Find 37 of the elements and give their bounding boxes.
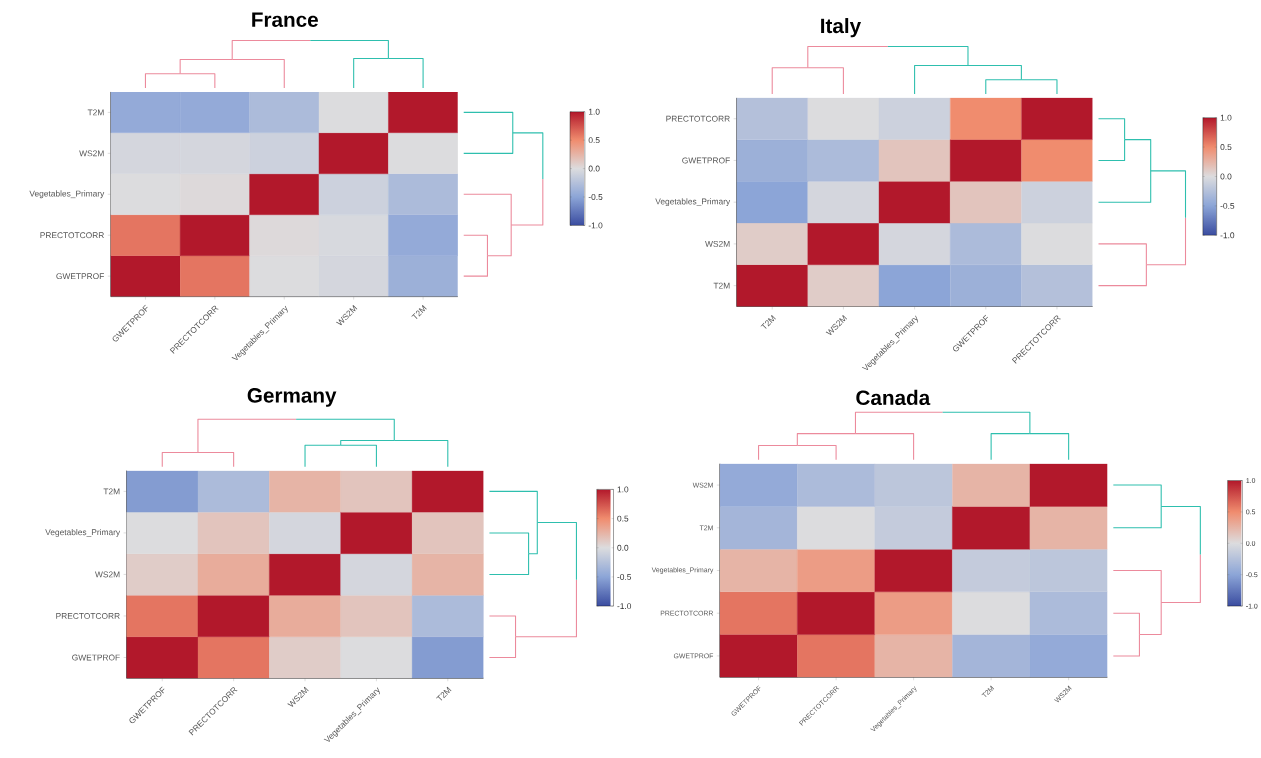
y-tick-label: WS2M bbox=[95, 571, 120, 578]
color-bar-label: 0.0 bbox=[1220, 173, 1232, 180]
color-bar-label: 1.0 bbox=[617, 486, 629, 493]
color-bar-label: 0.5 bbox=[617, 515, 629, 522]
y-tick-label: PRECTOTCORR bbox=[666, 115, 730, 122]
color-bar-label: -1.0 bbox=[1220, 232, 1235, 239]
y-tick-label: GWETPROF bbox=[682, 157, 730, 164]
x-tick-label: T2M bbox=[436, 686, 452, 701]
y-tick-label: T2M bbox=[713, 282, 730, 289]
y-tick-label: PRECTOTCORR bbox=[56, 612, 120, 619]
y-tick-label: Vegetables_Primary bbox=[45, 528, 121, 537]
color-bar-label: -0.5 bbox=[617, 573, 632, 580]
chart-title: France bbox=[252, 12, 318, 27]
y-tick-label: WS2M bbox=[705, 240, 730, 247]
color-bar-label: 0.5 bbox=[1220, 143, 1232, 150]
chart-title: Canada bbox=[856, 389, 931, 405]
y-tick-label: GWETPROF bbox=[56, 273, 104, 279]
y-tick-label: GWETPROF bbox=[72, 654, 120, 661]
color-bar-label: -1.0 bbox=[617, 602, 632, 609]
x-tick-label: T2M bbox=[411, 304, 427, 319]
color-bar-label: -1.0 bbox=[588, 222, 603, 229]
color-bar-label: -0.5 bbox=[1220, 202, 1235, 209]
color-bar-label: 0.0 bbox=[588, 165, 600, 172]
y-tick-label: T2M bbox=[103, 488, 120, 495]
y-tick-label: PRECTOTCORR bbox=[40, 232, 104, 238]
color-bar-label: 0.0 bbox=[617, 544, 629, 551]
color-bar-label: 1.0 bbox=[1220, 114, 1232, 121]
color-bar-label: -0.5 bbox=[588, 193, 603, 200]
y-tick-label: Vegetables_Primary bbox=[655, 198, 731, 206]
y-tick-label: WS2M bbox=[79, 150, 104, 157]
x-tick-label: T2M bbox=[760, 314, 776, 329]
color-bar-label: 1.0 bbox=[588, 108, 600, 115]
y-tick-label: T2M bbox=[87, 109, 104, 116]
y-tick-label: Vegetables_Primary bbox=[29, 190, 105, 198]
chart-title: Italy bbox=[821, 17, 862, 38]
chart-title: Germany bbox=[247, 387, 337, 407]
color-bar-label: 0.5 bbox=[588, 137, 600, 143]
